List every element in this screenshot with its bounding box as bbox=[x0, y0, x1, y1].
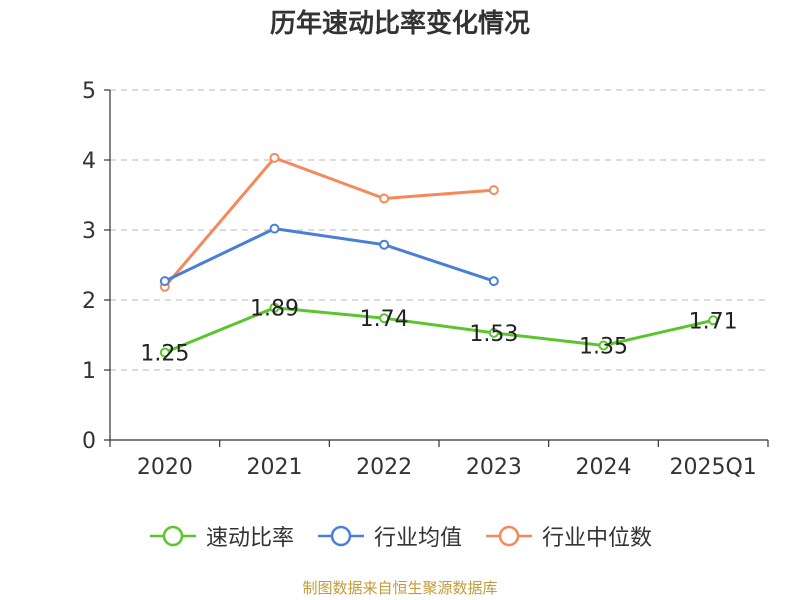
data-point bbox=[488, 276, 499, 287]
data-label: 1.74 bbox=[360, 307, 409, 332]
x-tick-label: 2022 bbox=[356, 455, 412, 480]
legend-marker-icon bbox=[317, 525, 364, 547]
y-tick-label: 0 bbox=[82, 429, 96, 454]
y-tick-label: 1 bbox=[82, 359, 96, 384]
data-point bbox=[598, 340, 609, 351]
data-point bbox=[488, 327, 499, 338]
data-point bbox=[159, 276, 170, 287]
data-point bbox=[159, 347, 170, 358]
legend-marker-icon bbox=[486, 525, 532, 547]
legend-label: 行业均值 bbox=[373, 526, 462, 551]
data-point bbox=[269, 302, 280, 313]
series-layer bbox=[159, 152, 719, 358]
data-point bbox=[379, 313, 390, 324]
data-point bbox=[708, 315, 719, 326]
data-labels: 1.25 1.89 1.74 1.53 1.35 1.71 bbox=[140, 297, 737, 367]
legend-item[interactable]: 速动比率 bbox=[148, 520, 294, 552]
data-label: 1.53 bbox=[469, 322, 518, 347]
data-point bbox=[488, 185, 499, 196]
legend-item[interactable]: 行业中位数 bbox=[484, 520, 652, 552]
y-tick-label: 2 bbox=[82, 289, 96, 314]
legend: 速动比率 行业均值 行业中位数 bbox=[0, 520, 800, 552]
data-point bbox=[269, 152, 280, 163]
chart-title: 历年速动比率变化情况 bbox=[269, 9, 530, 39]
data-point bbox=[379, 239, 390, 250]
x-tick-label: 2020 bbox=[137, 455, 193, 480]
legend-label: 速动比率 bbox=[205, 526, 294, 551]
series-line bbox=[164, 306, 714, 354]
x-tick-label: 2021 bbox=[247, 455, 303, 480]
y-tick-label: 3 bbox=[82, 219, 96, 244]
x-tick-label: 2023 bbox=[466, 455, 522, 480]
data-label: 1.35 bbox=[579, 335, 628, 360]
data-label: 1.71 bbox=[689, 309, 738, 334]
y-tick-label: 4 bbox=[82, 149, 96, 174]
x-tick-label: 2024 bbox=[576, 455, 632, 480]
legend-label: 行业中位数 bbox=[542, 526, 653, 551]
axes: 0 1 2 3 4 5 2020 2021 2022 2023 2024 2025Q1 bbox=[82, 79, 769, 480]
watermark: 制图数据来自恒生聚源数据库 bbox=[302, 579, 498, 597]
data-point bbox=[379, 193, 390, 204]
data-label: 1.89 bbox=[250, 297, 299, 322]
data-point bbox=[269, 223, 280, 234]
series-line bbox=[164, 227, 495, 283]
data-label: 1.25 bbox=[140, 342, 189, 367]
y-tick-label: 5 bbox=[82, 79, 96, 104]
grid-lines bbox=[110, 89, 768, 371]
series-line bbox=[163, 156, 494, 288]
legend-marker-icon bbox=[149, 525, 196, 547]
legend-item[interactable]: 行业均值 bbox=[316, 520, 462, 552]
x-tick-label: 2025Q1 bbox=[670, 455, 757, 480]
